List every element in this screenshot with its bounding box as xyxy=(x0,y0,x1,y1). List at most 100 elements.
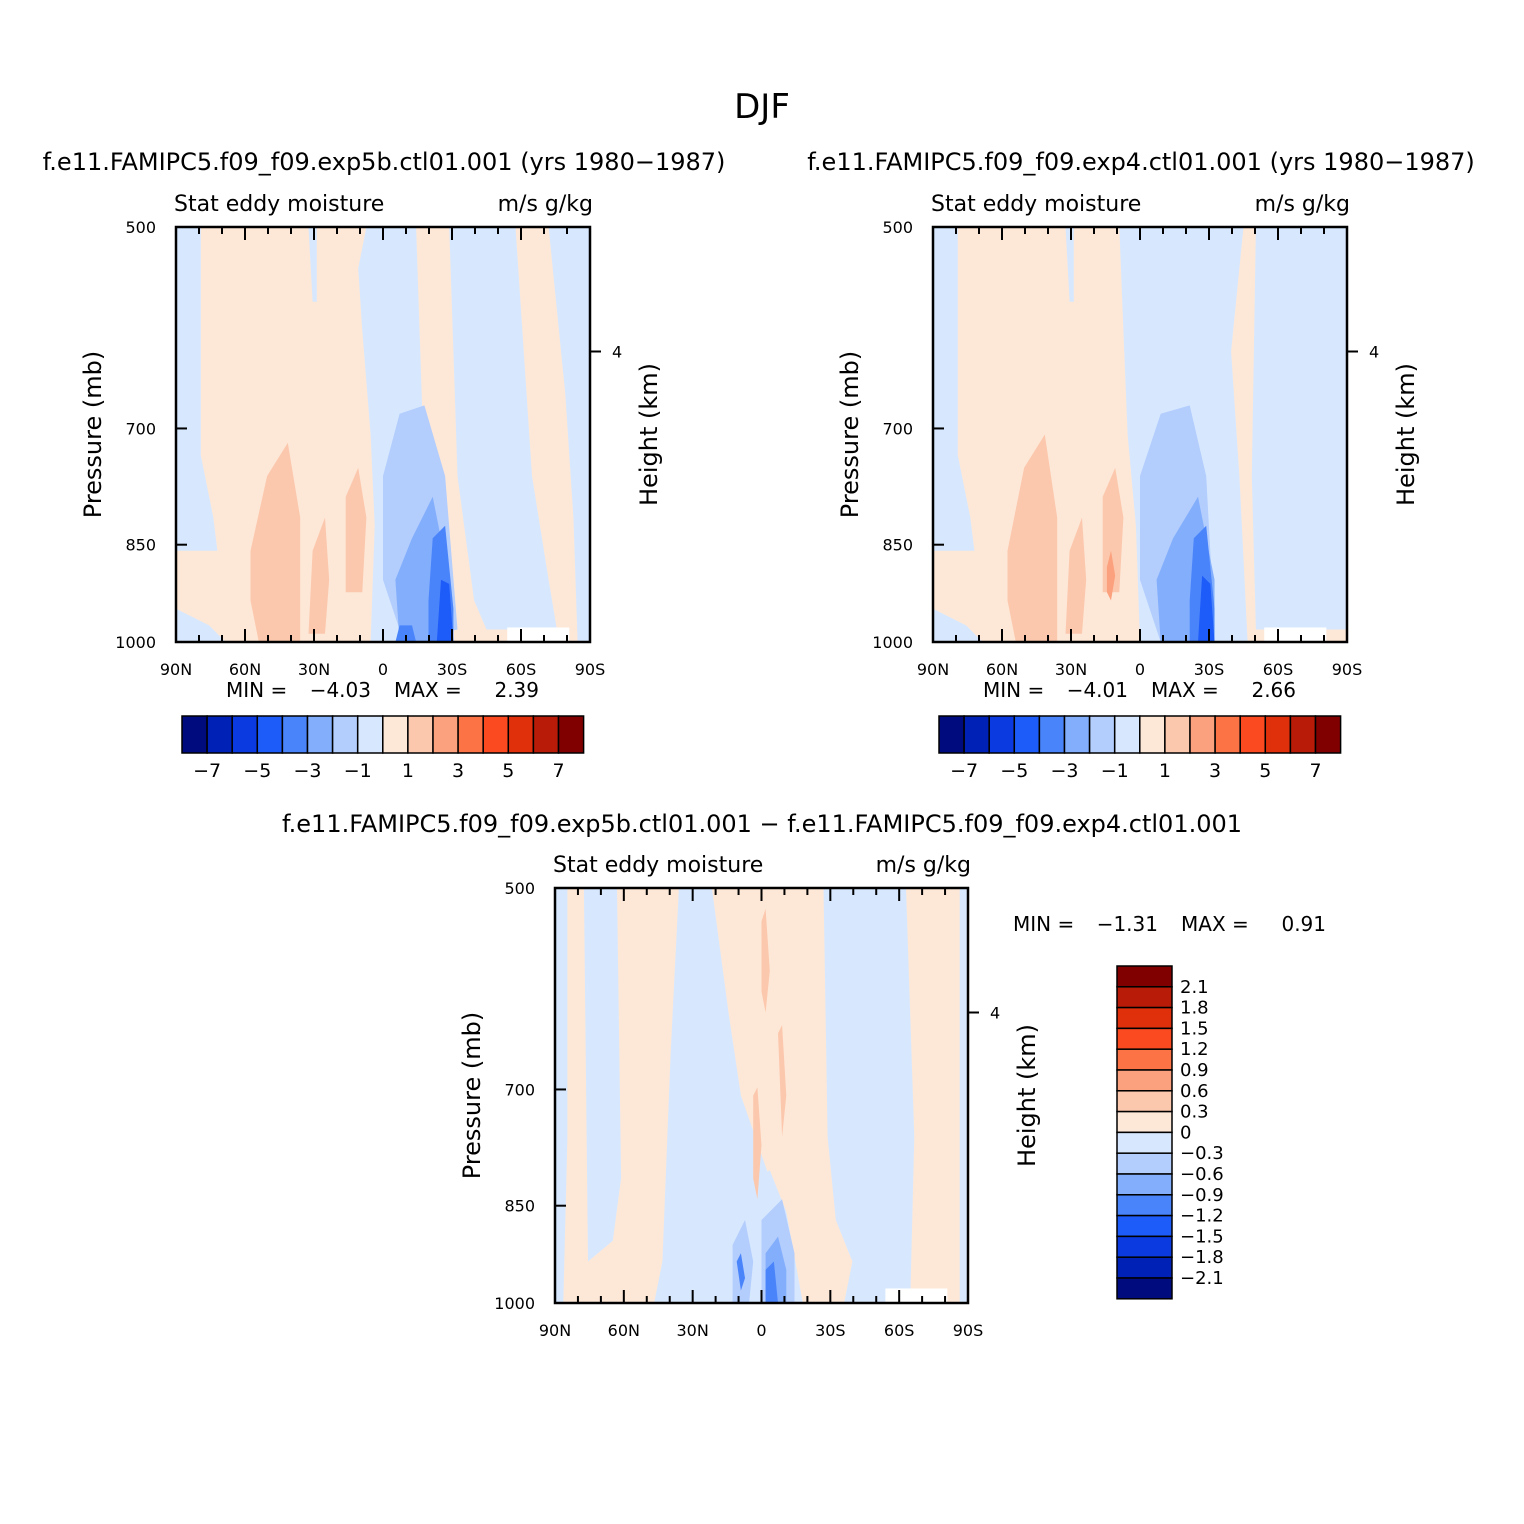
colorbar-label: −7 xyxy=(193,760,221,782)
x-tick-label: 90N xyxy=(539,1321,571,1340)
x-tick-label: 0 xyxy=(1135,660,1145,679)
y-tick-label: 850 xyxy=(504,1197,535,1216)
x-tick-label: 90S xyxy=(1332,660,1363,679)
colorbar-swatch xyxy=(1116,1090,1173,1113)
max-label: MAX = xyxy=(1151,678,1219,702)
colorbar-swatch xyxy=(482,715,510,754)
colorbar-label: 1.2 xyxy=(1180,1039,1209,1060)
y-tick-label: 1000 xyxy=(494,1294,535,1313)
x-tick-label: 60S xyxy=(1263,660,1294,679)
panel-subtitle-right: m/s g/kg xyxy=(498,192,593,217)
y2-tick-label: 4 xyxy=(612,343,622,362)
x-tick-label: 30N xyxy=(677,1321,709,1340)
x-tick-label: 30N xyxy=(1055,660,1087,679)
colorbar-swatch xyxy=(1314,715,1342,754)
colorbar-swatch xyxy=(1116,1152,1173,1175)
x-tick-label: 90S xyxy=(953,1321,984,1340)
colorbar-label: 3 xyxy=(452,760,464,782)
x-tick-label: 30S xyxy=(815,1321,846,1340)
contour-region xyxy=(563,888,679,1303)
colorbar-label: 5 xyxy=(502,760,514,782)
colorbar-swatch xyxy=(1239,715,1267,754)
contour-region xyxy=(933,608,983,642)
colorbar-label: 7 xyxy=(552,760,564,782)
colorbar-swatch xyxy=(532,715,560,754)
panel-difference: f.e11.FAMIPC5.f09_f09.exp5b.ctl01.001 − … xyxy=(282,810,1326,1340)
colorbar-swatch xyxy=(256,715,284,754)
colorbar-label: −1.2 xyxy=(1180,1206,1224,1227)
contour-region xyxy=(732,1220,754,1303)
colorbar-swatch xyxy=(1116,965,1173,988)
panel-model-exp4: f.e11.FAMIPC5.f09_f09.exp4.ctl01.001 (yr… xyxy=(807,148,1475,782)
panel-subtitle-left: Stat eddy moisture xyxy=(174,192,384,217)
contour-field xyxy=(176,227,590,642)
contour-region xyxy=(1106,550,1116,601)
contour-region xyxy=(583,888,622,1262)
max-label: MAX = xyxy=(1181,912,1249,936)
colorbar-label: −1.5 xyxy=(1180,1226,1224,1247)
x-tick-label: 90N xyxy=(917,660,949,679)
colorbar-label: 0 xyxy=(1180,1122,1191,1143)
colorbar-swatch xyxy=(1116,1006,1173,1030)
y2-tick-label: 4 xyxy=(1369,343,1379,362)
contour-region xyxy=(308,517,330,634)
colorbar-label: −0.9 xyxy=(1180,1185,1224,1206)
panel-subtitle-left: Stat eddy moisture xyxy=(553,853,763,878)
panel-subtitle-left: Stat eddy moisture xyxy=(931,192,1141,217)
contour-region xyxy=(933,227,975,551)
contour-region xyxy=(176,227,218,551)
y-tick-label: 500 xyxy=(882,218,913,237)
colorbar-label: −1 xyxy=(1101,760,1129,782)
colorbar: −7 −5 −3 −1 1 3 5 7 xyxy=(938,715,1342,782)
x-tick-label: 90N xyxy=(160,660,192,679)
y-tick-label: 700 xyxy=(125,419,156,438)
contour-region xyxy=(308,227,317,302)
x-tick-label: 30N xyxy=(298,660,330,679)
min-value: −4.01 xyxy=(1067,678,1128,702)
colorbar-swatch xyxy=(1013,715,1041,754)
min-value: −1.31 xyxy=(1097,912,1158,936)
contour-region xyxy=(1251,227,1347,630)
contour-region xyxy=(250,442,301,642)
colorbar-label: 7 xyxy=(1309,760,1321,782)
figure-title: DJF xyxy=(734,87,790,127)
contour-region xyxy=(449,227,557,630)
y2-axis-label: Height (km) xyxy=(1013,1024,1041,1167)
x-tick-label: 60N xyxy=(229,660,261,679)
colorbar-swatch xyxy=(1214,715,1241,754)
colorbar-label: 5 xyxy=(1259,760,1271,782)
max-value: 2.39 xyxy=(494,678,539,702)
max-label: MAX = xyxy=(394,678,462,702)
min-label: MIN = xyxy=(983,678,1044,702)
colorbar-swatch xyxy=(1116,1048,1173,1071)
colorbar-swatch xyxy=(1038,715,1066,754)
contour-region xyxy=(1102,467,1124,593)
missing-data-region xyxy=(507,627,570,642)
colorbar-label: −0.6 xyxy=(1180,1164,1224,1185)
contour-region xyxy=(176,608,226,642)
x-tick-label: 30S xyxy=(437,660,468,679)
y-tick-label: 1000 xyxy=(872,633,913,652)
y-axis-label: Pressure (mb) xyxy=(458,1012,486,1179)
colorbar-label: −1.8 xyxy=(1180,1247,1224,1268)
colorbar-label: 1 xyxy=(402,760,414,782)
min-label: MIN = xyxy=(1013,912,1074,936)
y-tick-label: 850 xyxy=(882,536,913,555)
max-value: 0.91 xyxy=(1281,912,1326,936)
contour-region xyxy=(753,1087,762,1200)
colorbar-swatch xyxy=(1139,715,1166,754)
contour-region xyxy=(1065,227,1074,302)
y2-tick-label: 4 xyxy=(990,1004,1000,1023)
colorbar-label: 0.6 xyxy=(1180,1081,1209,1102)
x-tick-label: 60S xyxy=(506,660,537,679)
colorbar-swatch xyxy=(432,715,459,754)
colorbar-swatch xyxy=(1116,1235,1173,1258)
colorbar-swatch xyxy=(356,715,384,754)
panel-model-exp5b: f.e11.FAMIPC5.f09_f09.exp5b.ctl01.001 (y… xyxy=(43,148,726,782)
colorbar-swatch xyxy=(1116,986,1173,1009)
colorbar-label: −1 xyxy=(344,760,372,782)
colorbar-swatch xyxy=(1164,715,1191,754)
contour-field xyxy=(555,888,968,1303)
colorbar-swatch xyxy=(1116,1256,1173,1279)
x-tick-label: 0 xyxy=(378,660,388,679)
